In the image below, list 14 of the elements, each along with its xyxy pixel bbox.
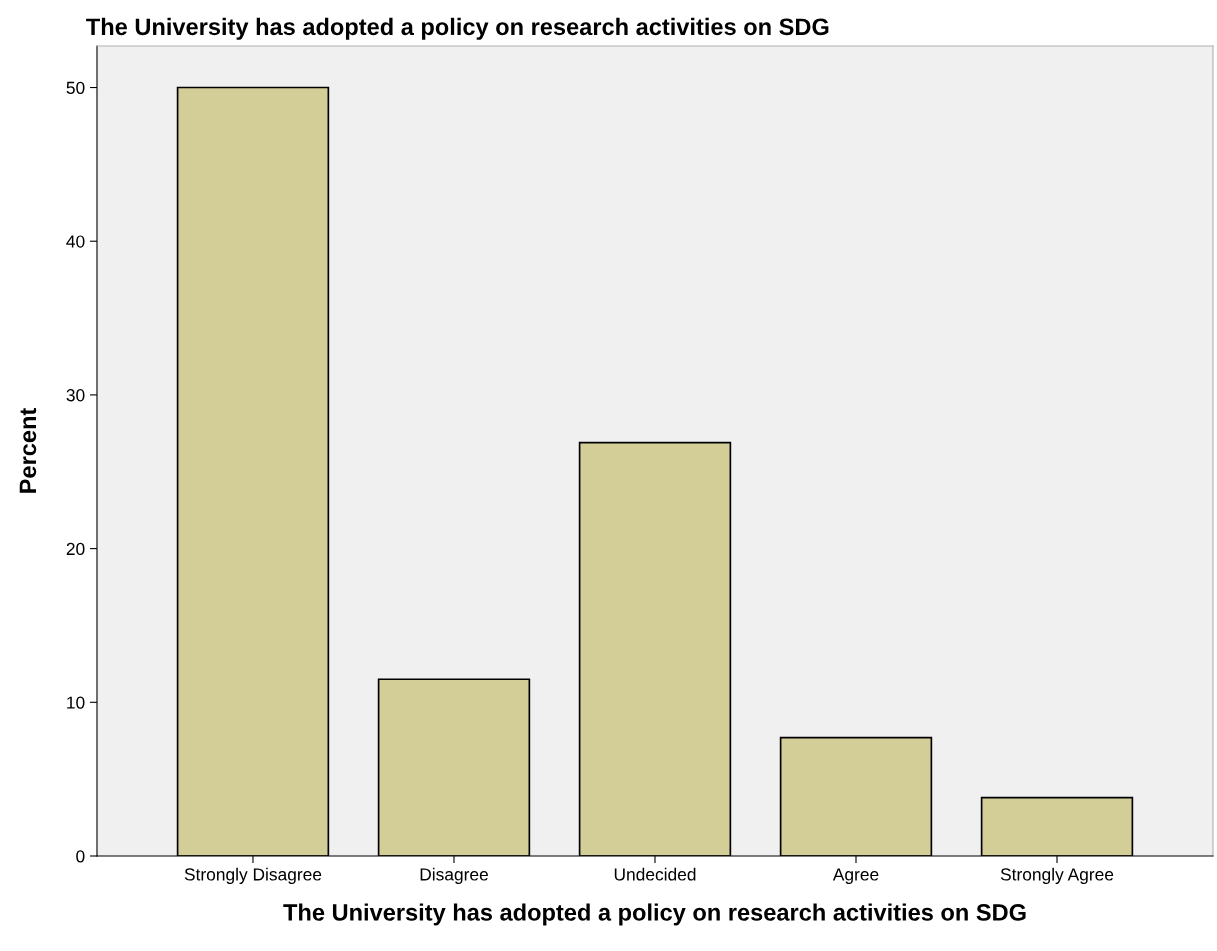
- y-tick-label: 30: [66, 389, 85, 402]
- x-tick-label: Undecided: [614, 867, 696, 881]
- y-tick-label: 10: [67, 696, 85, 709]
- x-tick-label: Strongly Agree: [1000, 867, 1114, 884]
- x-tick-label: Disagree: [420, 867, 488, 884]
- y-tick-label: 0: [76, 850, 85, 863]
- y-tick-label: 50: [66, 81, 85, 94]
- chart-title: The University has adopted a policy on research activities on SDG: [86, 17, 829, 40]
- y-tick-label: 20: [66, 542, 85, 556]
- x-axis-title: The University has adopted a policy on research activities on SDG: [283, 903, 1026, 926]
- x-tick-label: Strongly Disagree: [184, 867, 322, 884]
- y-tick-label: 40: [66, 235, 85, 248]
- y-axis-title: Percent: [19, 407, 37, 493]
- x-tick-label: Agree: [832, 868, 879, 884]
